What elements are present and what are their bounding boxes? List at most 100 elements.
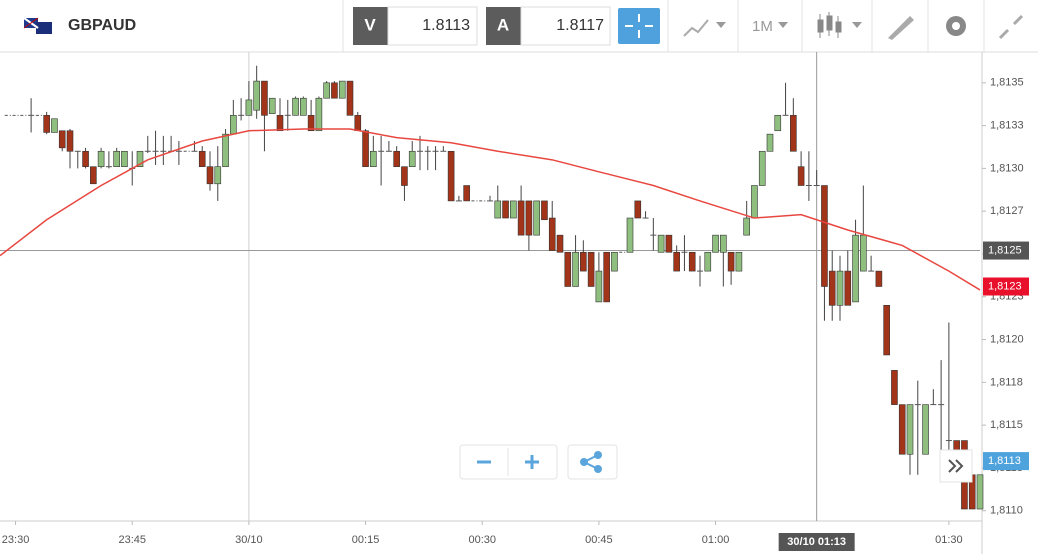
x-tick-label: 30/10 bbox=[235, 534, 263, 546]
candle-body bbox=[587, 251, 595, 287]
candle-body bbox=[90, 166, 97, 185]
candle-body bbox=[580, 251, 587, 272]
y-tick-label: 1,8110 bbox=[990, 505, 1023, 517]
bid-box bbox=[387, 6, 478, 46]
candle-body bbox=[844, 270, 852, 306]
candle-body bbox=[253, 80, 260, 111]
share-button[interactable] bbox=[567, 444, 618, 480]
crosshair-time-box bbox=[778, 533, 855, 551]
candle-body bbox=[447, 150, 455, 202]
zoom-controls bbox=[459, 444, 973, 483]
candle-body bbox=[611, 251, 618, 272]
candle-body bbox=[315, 97, 323, 132]
candle-body bbox=[346, 80, 354, 116]
candle-icon[interactable] bbox=[817, 12, 842, 38]
moving-average bbox=[0, 128, 981, 291]
candle-body bbox=[82, 150, 89, 167]
candle-body bbox=[875, 270, 883, 287]
candle-body bbox=[688, 251, 696, 272]
candle-body bbox=[751, 185, 758, 219]
ask-price: 1.8117 bbox=[556, 17, 604, 34]
candle-body bbox=[673, 251, 680, 272]
candle-body bbox=[976, 474, 984, 510]
draw-icon[interactable] bbox=[888, 16, 914, 40]
candle-body bbox=[121, 150, 128, 167]
crosshair-price-box bbox=[983, 241, 1029, 260]
collapse-icon[interactable] bbox=[998, 14, 1024, 40]
bid-price: 1.8113 bbox=[422, 17, 470, 34]
candle-body bbox=[463, 185, 470, 202]
x-tick-label: 00:45 bbox=[585, 534, 613, 546]
y-tick-label: 1,8130 bbox=[990, 162, 1024, 174]
candle-body bbox=[572, 251, 579, 287]
candle-body bbox=[113, 150, 120, 167]
candle-body bbox=[517, 200, 525, 236]
candle-body bbox=[657, 234, 665, 253]
candle-body bbox=[891, 370, 898, 405]
candle-body bbox=[408, 150, 416, 167]
candle-body bbox=[735, 251, 743, 272]
candle-body bbox=[906, 404, 914, 455]
candle-arrow bbox=[852, 22, 862, 28]
timeframe[interactable]: 1M bbox=[752, 18, 773, 35]
candle-body bbox=[766, 133, 774, 152]
chart-type-button[interactable] bbox=[683, 19, 726, 37]
candle-body bbox=[276, 115, 284, 132]
candle-body bbox=[665, 234, 673, 253]
x-tick-label: 01:30 bbox=[935, 534, 963, 546]
bid-button[interactable] bbox=[353, 7, 388, 45]
crosshair-time: 30/10 01:13 bbox=[787, 536, 846, 548]
crosshair-icon bbox=[625, 14, 653, 38]
share-icon bbox=[580, 451, 602, 473]
bid-label: V bbox=[364, 15, 376, 34]
candle-body bbox=[222, 133, 229, 167]
candle-body bbox=[494, 200, 502, 219]
candle-body bbox=[541, 200, 548, 221]
candle-body bbox=[362, 130, 369, 167]
candle-body bbox=[556, 234, 564, 253]
candle-body bbox=[704, 251, 712, 272]
y-tick-label: 1,8127 bbox=[990, 205, 1024, 217]
x-tick-label: 00:30 bbox=[468, 534, 496, 546]
candle-body bbox=[214, 166, 222, 185]
candle-body bbox=[393, 150, 400, 167]
candle-body bbox=[595, 270, 603, 303]
candle-body bbox=[97, 150, 105, 167]
settings-icon[interactable] bbox=[946, 16, 966, 36]
candle-body bbox=[821, 185, 828, 287]
candle-body bbox=[300, 97, 307, 116]
zoom-in[interactable] bbox=[525, 455, 539, 469]
candle-body bbox=[860, 234, 867, 272]
candle-body bbox=[533, 200, 540, 236]
candle-body bbox=[51, 118, 58, 133]
candle-body bbox=[852, 234, 859, 303]
ask-label: A bbox=[497, 15, 509, 34]
crosshair-price: 1,8125 bbox=[988, 244, 1022, 256]
x-tick-label: 00:15 bbox=[352, 534, 380, 546]
candle-body bbox=[720, 234, 727, 253]
candle-body bbox=[634, 200, 642, 219]
candle-body bbox=[626, 217, 634, 253]
candle-body bbox=[268, 97, 276, 114]
candle-body bbox=[354, 115, 362, 132]
candle-body bbox=[774, 115, 782, 132]
y-tick-label: 1,8115 bbox=[990, 419, 1023, 431]
y-tick-label: 1,8133 bbox=[990, 120, 1024, 132]
x-tick-label: 23:30 bbox=[2, 534, 30, 546]
candle-body bbox=[43, 115, 50, 133]
candle-body bbox=[206, 166, 214, 185]
candle-body bbox=[727, 251, 735, 272]
crosshair-button[interactable] bbox=[618, 8, 660, 44]
candle-body bbox=[58, 130, 66, 149]
flag bbox=[23, 17, 52, 34]
scroll-end-icon bbox=[948, 459, 964, 473]
ask-button[interactable] bbox=[486, 7, 521, 45]
y-tick-label: 1,8135 bbox=[990, 77, 1024, 89]
candle-body bbox=[525, 200, 533, 236]
candle-body bbox=[898, 404, 906, 455]
x-tick-label: 23:45 bbox=[118, 534, 146, 546]
candle-body bbox=[245, 99, 253, 116]
timeframe-arrow bbox=[778, 22, 788, 28]
candle-body bbox=[230, 115, 237, 135]
candle-body bbox=[564, 251, 572, 287]
